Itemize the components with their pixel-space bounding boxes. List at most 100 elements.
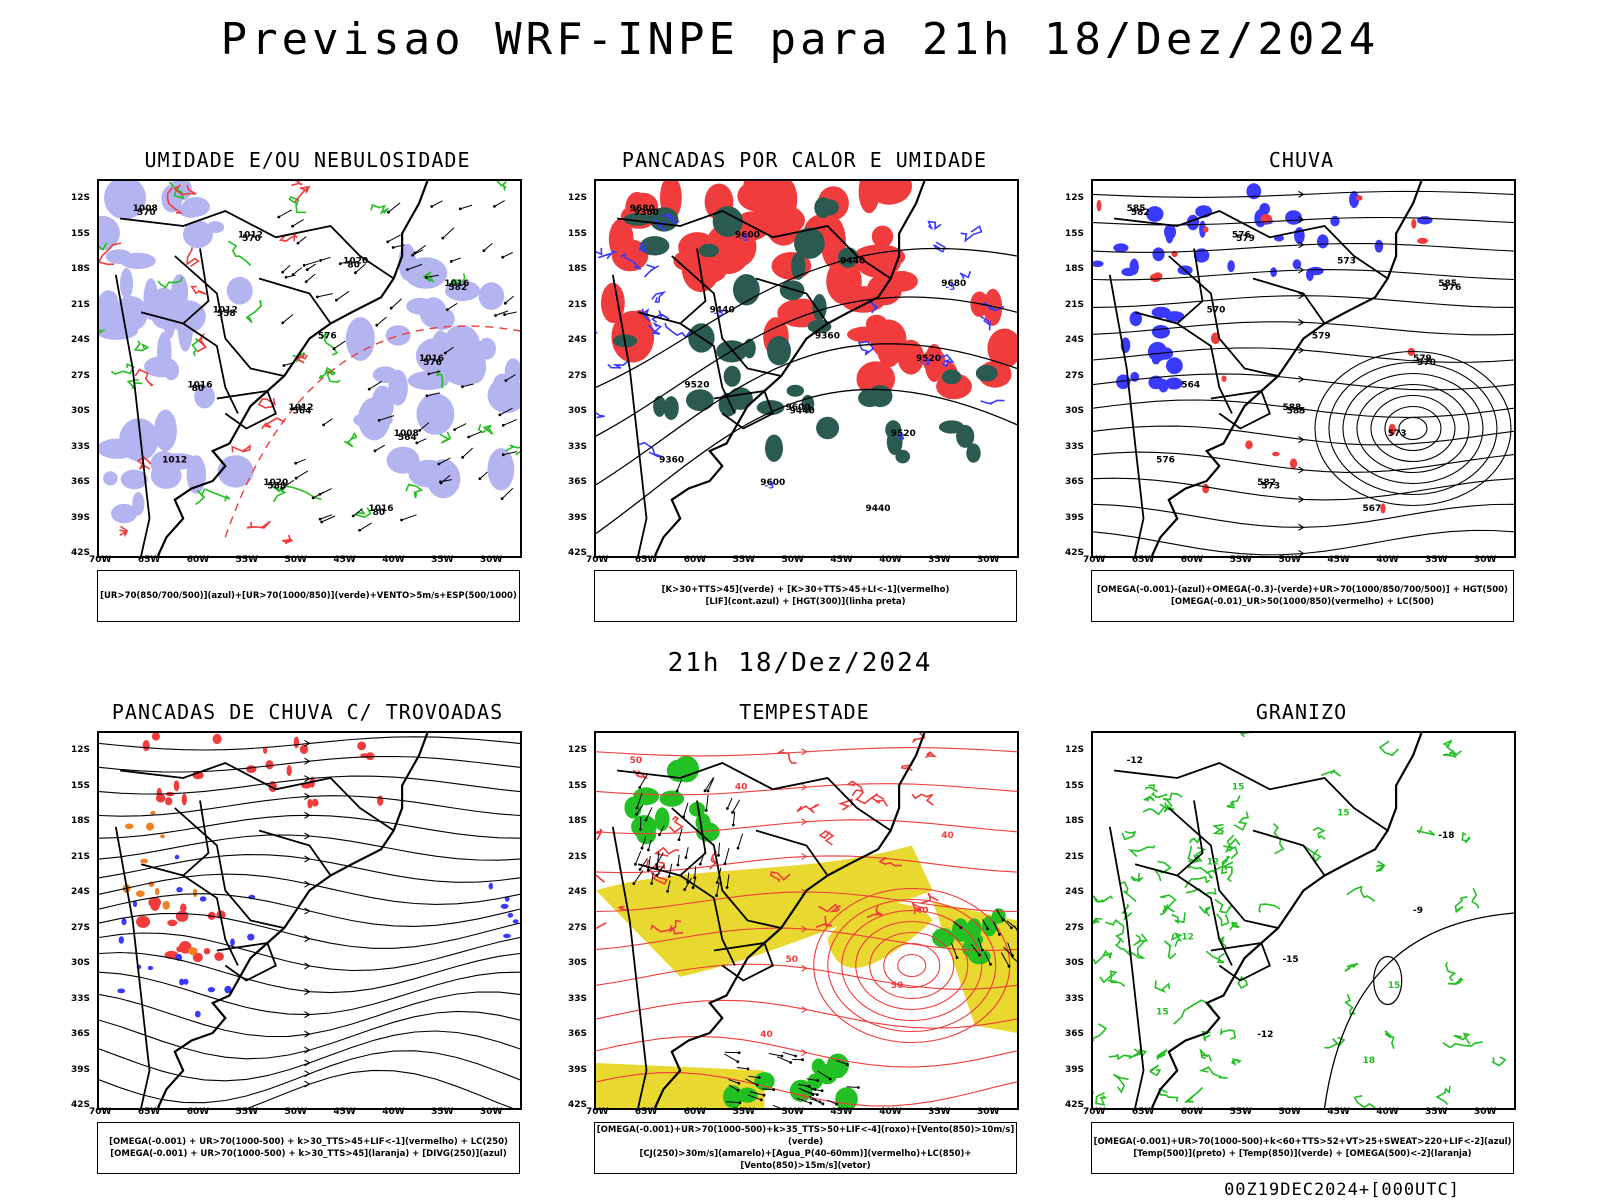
rain-blob-red (1202, 226, 1209, 233)
darkgreen-blob (956, 424, 975, 448)
green-contour (133, 340, 150, 352)
lif-contour (637, 441, 664, 458)
wind-vector-head (439, 481, 443, 485)
lif-contour (596, 331, 598, 334)
lon-tick-label: 70W (586, 1107, 609, 1117)
mid-title: 21h 18/Dez/2024 (667, 648, 933, 678)
temp850-contour (1158, 1087, 1179, 1102)
wind-vector (426, 274, 439, 278)
lon-tick-label: 70W (1083, 555, 1106, 565)
wind-vector-head (762, 1093, 766, 1097)
storm-blob-orange (192, 888, 198, 898)
lat-tick-label: 21S (1065, 851, 1085, 862)
lon-tick-label: 35W (431, 1107, 454, 1117)
lon-tick-label: 35W (431, 555, 454, 565)
water-contour (911, 793, 934, 806)
border-line (1176, 800, 1204, 877)
contour-label: 40 (735, 782, 748, 792)
wind-vector (495, 310, 509, 316)
wind-vector-head (731, 811, 734, 814)
wind-vector (494, 200, 505, 207)
temp850-contour (1107, 979, 1126, 987)
wind-vector (732, 811, 736, 826)
lat-tick-label: 33S (71, 993, 91, 1004)
lat-tick-label: 18S (568, 816, 588, 826)
green-contour (99, 329, 106, 334)
wind-vector (479, 471, 488, 480)
wind-vector-head (386, 240, 390, 244)
contour-label: 585 (1287, 407, 1306, 417)
temp850-contour (1445, 962, 1457, 982)
contour-label: 1016 (444, 279, 469, 289)
wind-vector-head (644, 818, 648, 822)
wind-vector (359, 522, 372, 531)
wind-vector-head (335, 298, 338, 302)
wind-vector-head (467, 435, 471, 439)
temp850-contour (1221, 855, 1231, 871)
lat-tick-label: 24S (71, 887, 91, 897)
coastline (156, 181, 429, 556)
contour-label: 585 (1438, 279, 1457, 289)
temp850-contour (1130, 873, 1145, 883)
contour-label: 573 (1388, 429, 1407, 439)
wind-blob (654, 807, 670, 832)
humidity-blob (385, 325, 411, 346)
map-svg-trovoadas (99, 733, 520, 1108)
lon-tick-label: 55W (732, 555, 756, 565)
streamline (99, 1050, 520, 1104)
wind-vector (388, 202, 401, 213)
storm-blob (299, 744, 309, 754)
lon-tick-label: 55W (732, 1107, 756, 1117)
rain-blob (1146, 206, 1164, 222)
contour-label: 9360 (815, 332, 840, 342)
streamline-arrow (1298, 549, 1305, 556)
contour-label: 573 (1337, 257, 1356, 267)
divg-dot (230, 938, 235, 946)
storm-blob-orange (150, 810, 156, 816)
contour-label: 576 (1442, 283, 1461, 293)
contour-label: 9440 (840, 257, 865, 267)
border-line (174, 807, 285, 929)
rain-blob (1259, 203, 1271, 215)
wind-vector (368, 380, 383, 390)
temp850-contour (1093, 1023, 1107, 1042)
darkgreen-blob (779, 280, 805, 301)
humidity-blob (99, 438, 138, 459)
streamline-arrow (1298, 405, 1305, 413)
contour-label: -15 (1282, 955, 1298, 965)
darkgreen-blob (653, 395, 667, 417)
lon-tick-label: 40W (382, 555, 405, 565)
temp850-contour (1453, 1032, 1471, 1045)
wind-vector (835, 1059, 848, 1065)
wind-vector (282, 314, 294, 324)
wind-vector-head (725, 886, 729, 889)
lat-tick-label: 27S (1065, 922, 1085, 933)
wind-vector (503, 419, 517, 426)
contour-label: 564 (293, 407, 312, 417)
water-contour (818, 830, 835, 846)
green-contour (195, 488, 206, 505)
lif-contour (643, 264, 660, 278)
wind-vector-head (425, 394, 429, 398)
wind-vector-head (424, 276, 428, 279)
lc-ring (827, 898, 997, 1033)
wind-blob (966, 918, 982, 940)
red-blob (885, 270, 918, 292)
humidity-blob (103, 471, 118, 486)
lc-streamline (596, 783, 1017, 796)
wind-vector-head (811, 1093, 815, 1097)
temp850-contour (1201, 1030, 1211, 1042)
wind-vector-head (304, 280, 308, 283)
map-svg-pancadas-calor: 9680 9600 9680 9600 9520 9600 9520 9440 9440 9520… (596, 181, 1017, 556)
divg-dot (503, 933, 511, 939)
humidity-blob (154, 409, 177, 452)
wind-vector (726, 1101, 740, 1104)
border-line (1176, 248, 1204, 325)
wind-vector-head (759, 1098, 763, 1102)
lon-tick-label: 50W (781, 1107, 804, 1117)
storm-blob (148, 896, 161, 908)
coastline (156, 733, 429, 1108)
darkgreen-blob (941, 369, 962, 385)
contour-label: 582 (1257, 478, 1276, 488)
humidity-blob (407, 371, 449, 390)
